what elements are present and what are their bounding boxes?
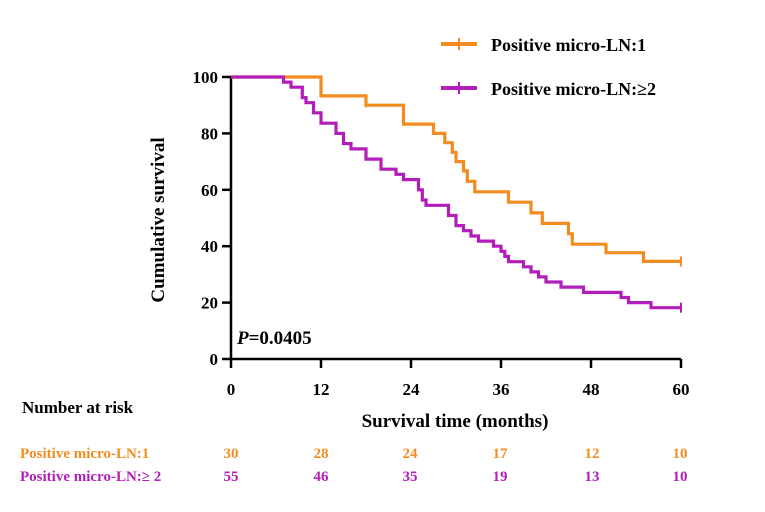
y-axis-label: Cumulative survival xyxy=(148,137,169,302)
risk-table-values: 30 28 24 17 12 10 55 46 35 19 13 10 xyxy=(224,446,688,485)
y-tick-label: 40 xyxy=(201,237,218,256)
risk-value-series-2: 55 xyxy=(224,469,239,485)
p-value-annotation: P=0.0405 xyxy=(236,328,312,349)
legend-label-series-1: Positive micro-LN:1 xyxy=(491,35,646,55)
risk-value-series-2: 46 xyxy=(314,469,330,485)
x-tick-label: 24 xyxy=(403,380,421,399)
risk-value-series-2: 19 xyxy=(493,469,508,485)
risk-value-series-1: 24 xyxy=(403,446,419,462)
risk-value-series-1: 30 xyxy=(224,446,239,462)
risk-row-label-series-2: Positive micro-LN:≥ 2 xyxy=(20,469,161,485)
risk-value-series-1: 28 xyxy=(314,446,329,462)
y-tick-label: 100 xyxy=(193,68,219,87)
risk-row-label-series-1: Positive micro-LN:1 xyxy=(20,446,149,462)
p-value-symbol: P xyxy=(236,328,249,349)
x-tick-label: 36 xyxy=(493,380,510,399)
y-tick-label: 20 xyxy=(201,294,218,313)
risk-value-series-1: 10 xyxy=(673,446,688,462)
survival-curve-series-2 xyxy=(231,75,681,310)
x-tick-label: 60 xyxy=(673,380,690,399)
risk-table-title: Number at risk xyxy=(22,398,134,417)
legend: Positive micro-LN:1 Positive micro-LN:≥2 xyxy=(441,35,656,99)
y-tick-label: 60 xyxy=(201,181,218,200)
x-tick-label: 48 xyxy=(583,380,600,399)
survival-curve-series-1 xyxy=(231,75,681,263)
survival-curves xyxy=(231,75,682,313)
y-tick-label: 80 xyxy=(201,124,218,143)
risk-value-series-1: 12 xyxy=(585,446,600,462)
risk-value-series-1: 17 xyxy=(493,446,509,462)
x-tick-label: 12 xyxy=(313,380,330,399)
risk-value-series-2: 13 xyxy=(585,469,600,485)
risk-value-series-2: 35 xyxy=(403,469,418,485)
axes: 0 20 40 60 80 100 0 12 24 36 48 60 xyxy=(193,68,690,399)
y-tick-label: 0 xyxy=(210,350,219,369)
x-axis-label: Survival time (months) xyxy=(362,411,549,432)
p-value-number: =0.0405 xyxy=(249,328,312,349)
risk-value-series-2: 10 xyxy=(673,469,688,485)
legend-label-series-2: Positive micro-LN:≥2 xyxy=(491,79,656,99)
x-tick-label: 0 xyxy=(227,380,236,399)
